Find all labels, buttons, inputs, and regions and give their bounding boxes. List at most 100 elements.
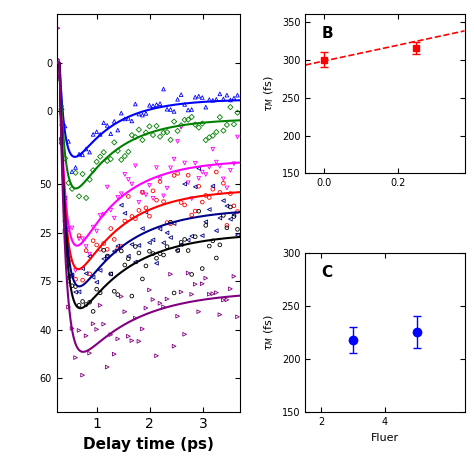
Point [79, 265, 86, 273]
Point [118, 190, 125, 198]
Point [199, 94, 206, 101]
Point [75, 288, 83, 296]
Point [65, 277, 73, 285]
Point [100, 210, 108, 218]
Point [227, 103, 234, 111]
Point [191, 93, 199, 101]
Point [227, 215, 234, 223]
Point [170, 220, 178, 228]
Point [100, 148, 108, 156]
Point [223, 184, 231, 191]
Point [103, 183, 111, 191]
Point [163, 128, 171, 136]
Point [153, 255, 160, 262]
Point [184, 116, 192, 124]
Point [82, 243, 90, 250]
Point [167, 271, 174, 278]
Point [118, 247, 125, 255]
Point [202, 137, 210, 144]
Point [174, 312, 182, 320]
Point [230, 273, 238, 280]
Point [156, 225, 164, 233]
Point [230, 160, 238, 167]
Point [146, 286, 153, 294]
Point [149, 250, 157, 257]
Point [206, 206, 213, 213]
Point [135, 207, 143, 214]
X-axis label: Delay time (ps): Delay time (ps) [83, 437, 214, 452]
Point [135, 337, 143, 345]
Point [234, 133, 241, 141]
Point [82, 332, 90, 339]
Point [146, 212, 153, 220]
Point [149, 187, 157, 195]
Point [89, 273, 97, 281]
Point [65, 303, 73, 311]
Point [61, 155, 69, 162]
Point [118, 156, 125, 164]
Point [61, 201, 69, 209]
Point [93, 278, 100, 286]
Point [75, 235, 83, 243]
Point [118, 109, 125, 117]
Point [181, 236, 189, 243]
Point [103, 246, 111, 253]
Point [234, 109, 241, 117]
Point [170, 108, 178, 115]
Point [216, 311, 224, 319]
Point [188, 291, 195, 298]
Point [195, 165, 202, 173]
Point [170, 118, 178, 125]
Point [114, 193, 121, 201]
Point [195, 208, 202, 215]
Point [195, 182, 202, 190]
Point [138, 189, 146, 196]
Point [100, 255, 108, 263]
Point [219, 197, 227, 204]
Point [163, 229, 171, 237]
Point [146, 247, 153, 255]
Point [177, 241, 185, 248]
Point [174, 137, 182, 145]
Point [72, 275, 79, 283]
Point [181, 201, 189, 209]
Point [86, 253, 93, 260]
Point [128, 337, 136, 345]
Point [167, 106, 174, 113]
Point [121, 261, 128, 269]
Point [103, 253, 111, 260]
Point [188, 232, 195, 240]
Point [234, 91, 241, 99]
Point [114, 291, 121, 299]
Point [107, 130, 115, 137]
Point [114, 126, 121, 134]
Point [170, 342, 178, 350]
Point [114, 245, 121, 252]
Point [93, 241, 100, 249]
Point [54, 63, 62, 71]
Point [156, 100, 164, 108]
Point [230, 120, 238, 128]
Point [142, 262, 150, 270]
Point [107, 225, 115, 232]
Point [89, 320, 97, 328]
Point [177, 288, 185, 296]
Point [100, 246, 108, 254]
Point [216, 189, 224, 196]
Point [202, 222, 210, 229]
Point [135, 199, 143, 206]
Point [86, 270, 93, 278]
Point [79, 170, 86, 178]
Point [72, 354, 79, 361]
Point [160, 239, 167, 246]
Point [135, 126, 143, 134]
Point [199, 198, 206, 206]
Point [96, 153, 104, 161]
Point [135, 249, 143, 257]
Point [177, 199, 185, 206]
Point [132, 215, 139, 222]
Point [223, 296, 231, 304]
Point [195, 92, 202, 100]
Point [209, 237, 217, 245]
Point [230, 94, 238, 102]
